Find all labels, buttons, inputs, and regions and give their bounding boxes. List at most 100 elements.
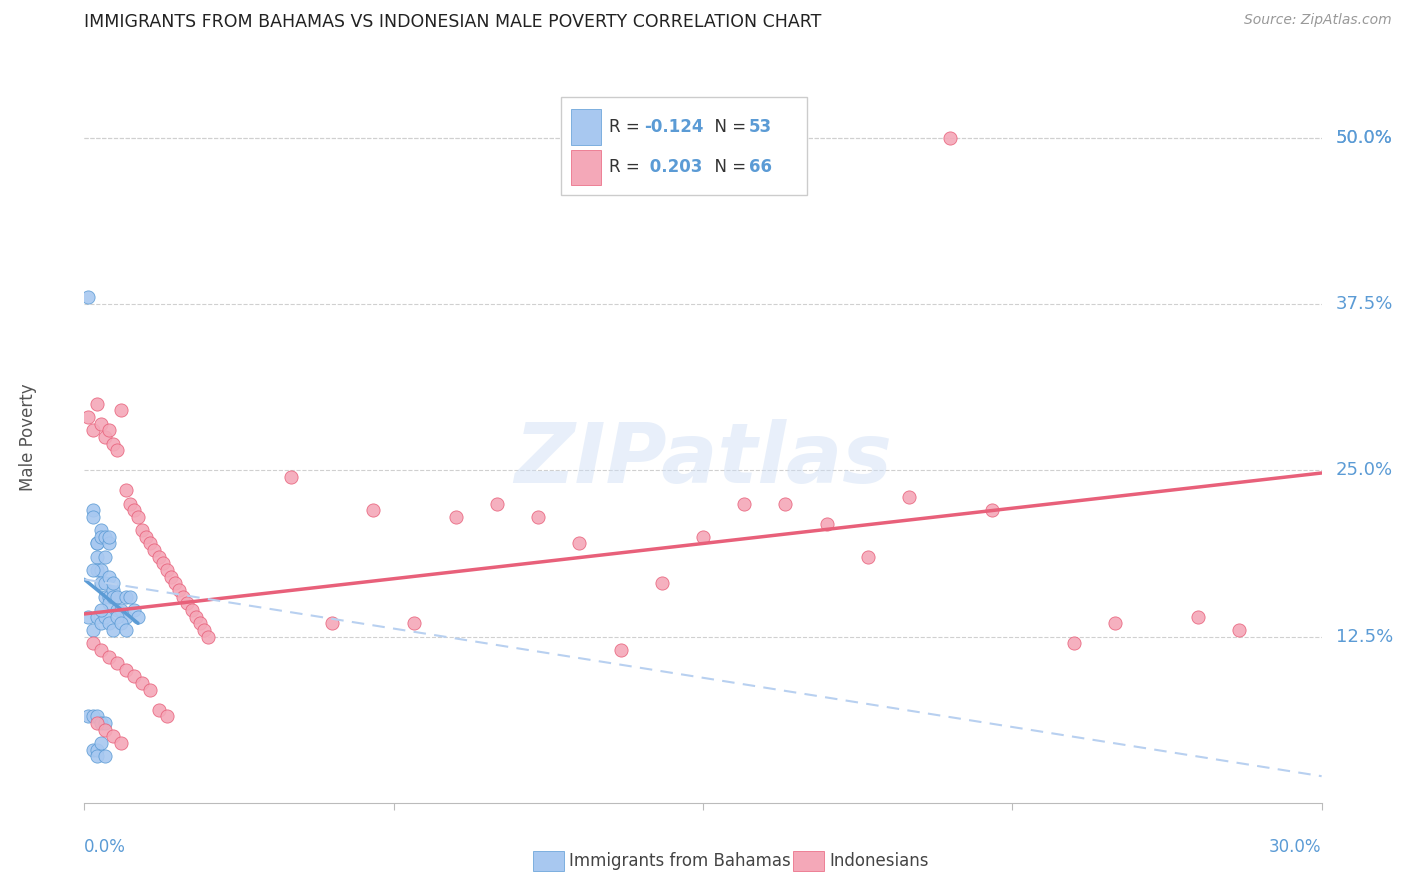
Point	[94, 609, 117, 624]
Point	[692, 530, 714, 544]
Point	[94, 590, 117, 604]
Point	[90, 563, 112, 577]
Point	[167, 582, 190, 597]
Point	[98, 570, 121, 584]
Point	[90, 523, 112, 537]
Point	[86, 749, 108, 764]
Point	[122, 603, 145, 617]
Point	[172, 590, 194, 604]
Point	[98, 530, 121, 544]
Text: 53: 53	[749, 119, 772, 136]
Point	[898, 490, 921, 504]
Point	[733, 497, 755, 511]
Text: 0.203: 0.203	[644, 159, 702, 177]
Point	[94, 430, 117, 444]
Point	[110, 403, 132, 417]
Point	[110, 616, 132, 631]
Point	[135, 530, 157, 544]
Text: 50.0%: 50.0%	[1336, 128, 1392, 147]
Point	[152, 557, 174, 571]
Point	[103, 590, 125, 604]
Point	[568, 536, 591, 550]
Point	[527, 509, 550, 524]
Point	[98, 424, 121, 438]
Point	[176, 596, 198, 610]
Text: -0.124: -0.124	[644, 119, 703, 136]
Point	[148, 549, 170, 564]
Point	[193, 623, 215, 637]
Point	[105, 590, 128, 604]
Point	[118, 497, 141, 511]
Point	[114, 590, 136, 604]
Point	[82, 563, 104, 577]
Point	[122, 503, 145, 517]
Point	[156, 709, 179, 723]
Point	[98, 596, 121, 610]
Text: R =: R =	[609, 159, 644, 177]
Point	[90, 716, 112, 731]
Text: 50.0%: 50.0%	[1336, 128, 1392, 147]
Point	[86, 716, 108, 731]
Point	[1104, 616, 1126, 631]
Point	[82, 509, 104, 524]
Point	[82, 623, 104, 637]
Point	[86, 609, 108, 624]
Point	[131, 676, 153, 690]
Point	[82, 636, 104, 650]
Point	[165, 576, 187, 591]
Point	[110, 603, 132, 617]
Point	[90, 417, 112, 431]
Point	[86, 536, 108, 550]
Point	[94, 749, 117, 764]
Point	[90, 576, 112, 591]
Point	[131, 523, 153, 537]
Point	[94, 530, 117, 544]
Point	[86, 536, 108, 550]
Point	[114, 623, 136, 637]
Point	[98, 649, 121, 664]
Point	[98, 616, 121, 631]
Point	[127, 509, 149, 524]
Point	[105, 443, 128, 458]
Text: Indonesians: Indonesians	[830, 852, 929, 870]
Point	[82, 424, 104, 438]
Point	[980, 503, 1002, 517]
Point	[86, 397, 108, 411]
Point	[775, 497, 797, 511]
Point	[1227, 623, 1250, 637]
Point	[90, 530, 112, 544]
Point	[90, 616, 112, 631]
Point	[82, 742, 104, 756]
Point	[86, 563, 108, 577]
Text: N =: N =	[704, 119, 751, 136]
Point	[139, 536, 162, 550]
Point	[77, 609, 100, 624]
Point	[815, 516, 838, 531]
Point	[197, 630, 219, 644]
Point	[143, 543, 166, 558]
Point	[94, 716, 117, 731]
Text: ZIPatlas: ZIPatlas	[515, 418, 891, 500]
Text: 37.5%: 37.5%	[1336, 295, 1393, 313]
Point	[94, 723, 117, 737]
Point	[184, 609, 207, 624]
Text: 30.0%: 30.0%	[1270, 838, 1322, 856]
Text: Male Poverty: Male Poverty	[20, 384, 37, 491]
Point	[114, 663, 136, 677]
Point	[856, 549, 879, 564]
Point	[122, 669, 145, 683]
Point	[77, 709, 100, 723]
Point	[98, 536, 121, 550]
Point	[94, 576, 117, 591]
Point	[103, 436, 125, 450]
Point	[98, 590, 121, 604]
Point	[82, 503, 104, 517]
Point	[90, 736, 112, 750]
Text: Immigrants from Bahamas: Immigrants from Bahamas	[569, 852, 792, 870]
Point	[103, 623, 125, 637]
Text: IMMIGRANTS FROM BAHAMAS VS INDONESIAN MALE POVERTY CORRELATION CHART: IMMIGRANTS FROM BAHAMAS VS INDONESIAN MA…	[84, 13, 821, 31]
Point	[404, 616, 426, 631]
Point	[77, 410, 100, 425]
Point	[82, 709, 104, 723]
Point	[321, 616, 343, 631]
